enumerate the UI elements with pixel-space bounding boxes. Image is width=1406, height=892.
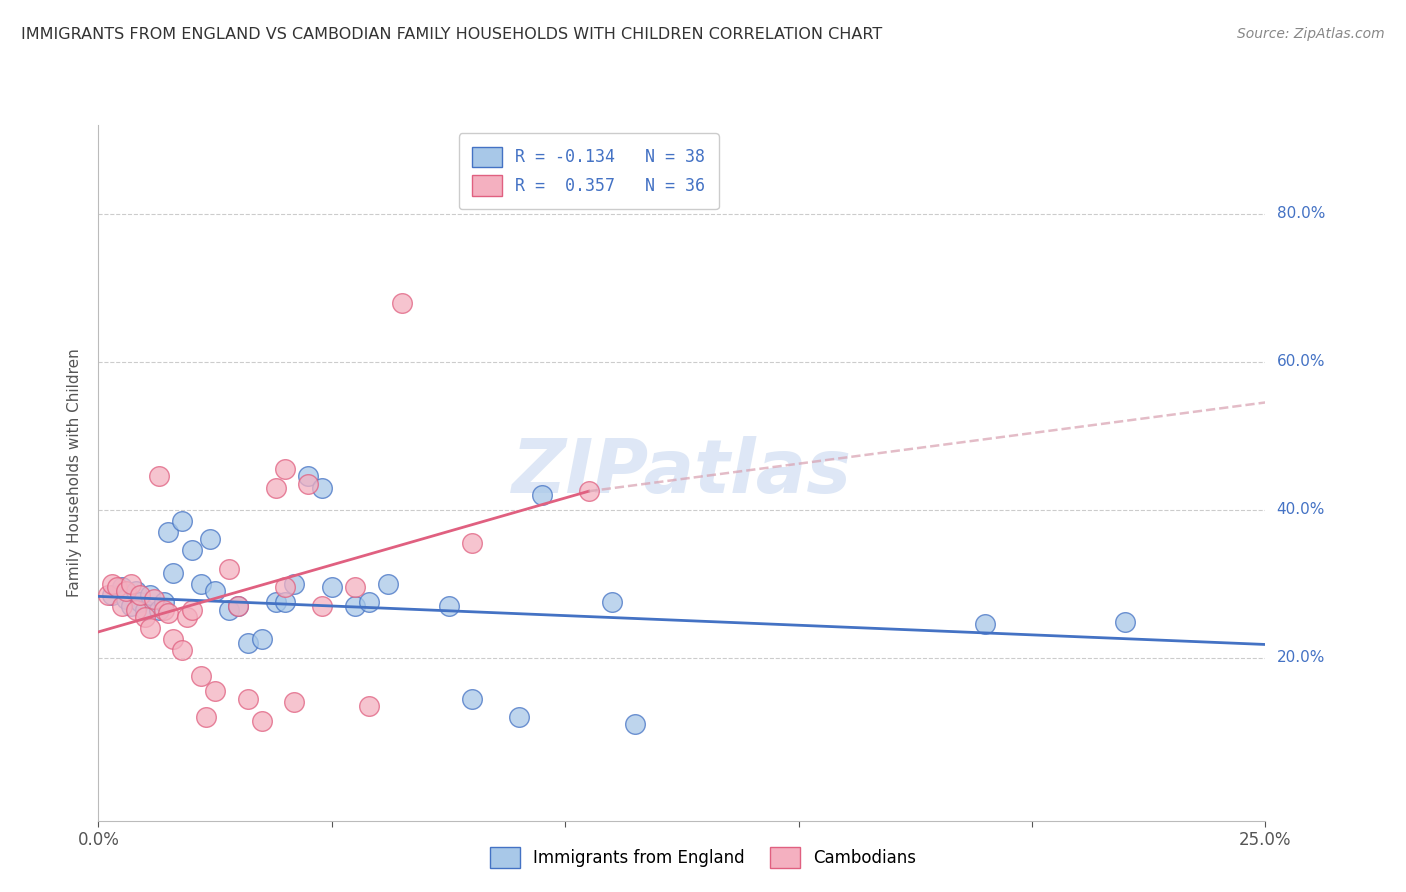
Point	[190, 576, 212, 591]
Point	[134, 610, 156, 624]
Legend: R = -0.134   N = 38, R =  0.357   N = 36: R = -0.134 N = 38, R = 0.357 N = 36	[458, 133, 718, 209]
Point	[391, 295, 413, 310]
Point	[311, 481, 333, 495]
Point	[250, 632, 273, 647]
Point	[218, 603, 240, 617]
Point	[152, 595, 174, 609]
Point	[264, 595, 287, 609]
Point	[508, 710, 530, 724]
Point	[228, 599, 250, 613]
Text: 40.0%: 40.0%	[1277, 502, 1324, 517]
Point	[148, 469, 170, 483]
Legend: Immigrants from England, Cambodians: Immigrants from England, Cambodians	[478, 836, 928, 880]
Point	[180, 603, 202, 617]
Point	[129, 588, 152, 602]
Point	[194, 710, 217, 724]
Point	[139, 588, 162, 602]
Point	[297, 469, 319, 483]
Point	[172, 643, 194, 657]
Point	[624, 717, 647, 731]
Point	[530, 488, 553, 502]
Point	[461, 536, 484, 550]
Point	[377, 576, 399, 591]
Text: 20.0%: 20.0%	[1277, 650, 1324, 665]
Point	[200, 533, 222, 547]
Text: Source: ZipAtlas.com: Source: ZipAtlas.com	[1237, 27, 1385, 41]
Point	[120, 599, 142, 613]
Point	[176, 610, 198, 624]
Point	[129, 595, 152, 609]
Point	[157, 524, 180, 539]
Point	[115, 591, 138, 606]
Point	[218, 562, 240, 576]
Point	[101, 576, 124, 591]
Point	[105, 581, 128, 595]
Point	[125, 603, 148, 617]
Point	[236, 636, 259, 650]
Point	[157, 607, 180, 621]
Point	[134, 603, 156, 617]
Point	[283, 695, 305, 709]
Point	[1114, 615, 1136, 630]
Point	[148, 603, 170, 617]
Point	[321, 581, 343, 595]
Point	[600, 595, 623, 609]
Text: 80.0%: 80.0%	[1277, 206, 1324, 221]
Point	[228, 599, 250, 613]
Point	[115, 584, 138, 599]
Point	[162, 566, 184, 580]
Point	[139, 621, 162, 635]
Point	[297, 476, 319, 491]
Y-axis label: Family Households with Children: Family Households with Children	[67, 349, 83, 597]
Point	[101, 588, 124, 602]
Point	[359, 698, 381, 713]
Point	[359, 595, 381, 609]
Point	[274, 462, 297, 476]
Point	[344, 599, 367, 613]
Point	[125, 584, 148, 599]
Point	[283, 576, 305, 591]
Point	[344, 581, 367, 595]
Point	[578, 484, 600, 499]
Point	[311, 599, 333, 613]
Point	[180, 543, 202, 558]
Point	[236, 691, 259, 706]
Point	[274, 581, 297, 595]
Point	[97, 588, 120, 602]
Point	[152, 603, 174, 617]
Point	[172, 514, 194, 528]
Point	[250, 714, 273, 728]
Text: IMMIGRANTS FROM ENGLAND VS CAMBODIAN FAMILY HOUSEHOLDS WITH CHILDREN CORRELATION: IMMIGRANTS FROM ENGLAND VS CAMBODIAN FAM…	[21, 27, 883, 42]
Text: 60.0%: 60.0%	[1277, 354, 1324, 369]
Point	[111, 581, 134, 595]
Text: ZIPatlas: ZIPatlas	[512, 436, 852, 509]
Point	[204, 584, 226, 599]
Point	[162, 632, 184, 647]
Point	[143, 591, 166, 606]
Point	[264, 481, 287, 495]
Point	[190, 669, 212, 683]
Point	[204, 684, 226, 698]
Point	[974, 617, 997, 632]
Point	[120, 576, 142, 591]
Point	[274, 595, 297, 609]
Point	[461, 691, 484, 706]
Point	[437, 599, 460, 613]
Point	[111, 599, 134, 613]
